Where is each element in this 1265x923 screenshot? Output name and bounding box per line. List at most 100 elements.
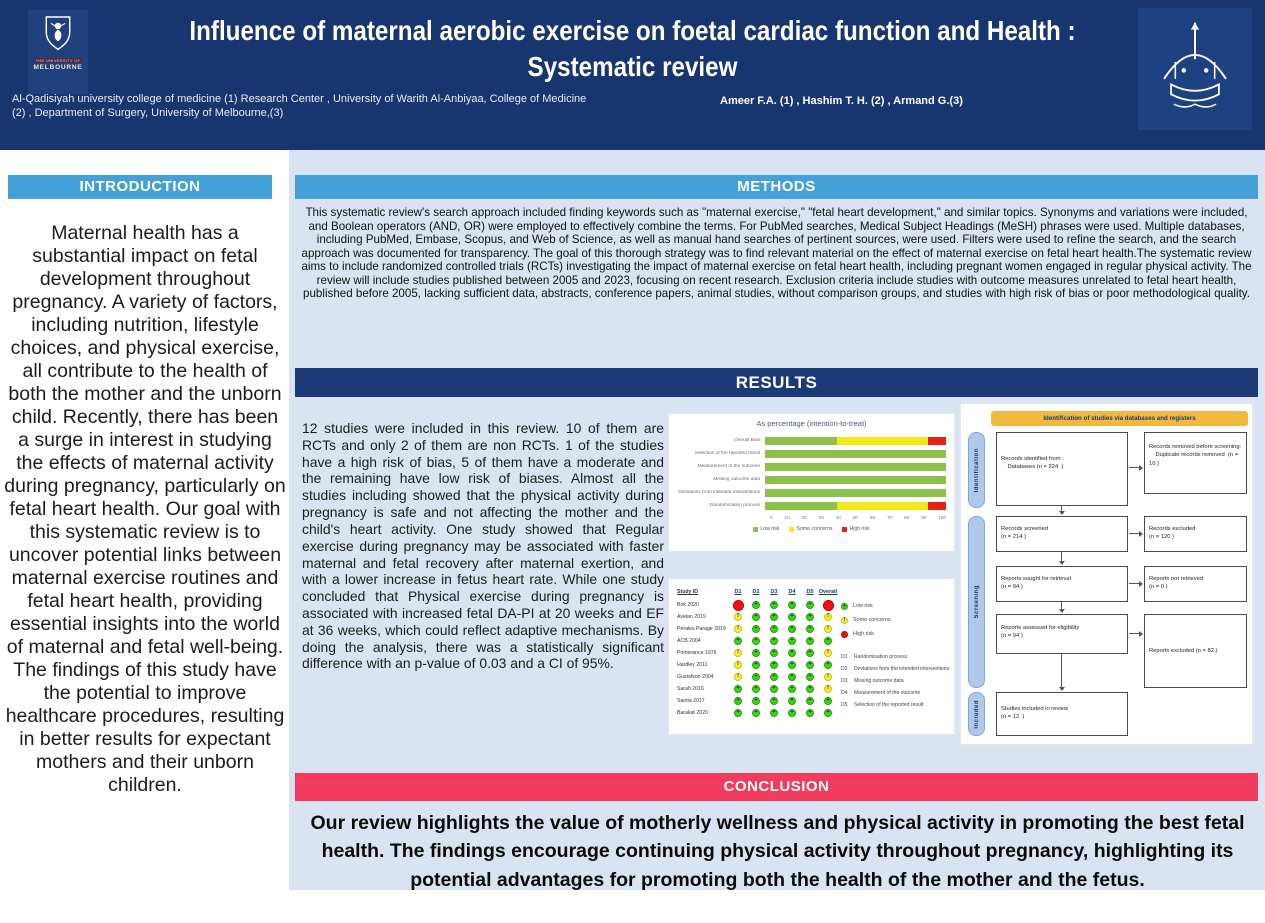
bar-row: Deviations from intended interventions (677, 486, 946, 499)
traffic-study-label: Pomerance 1976 (677, 650, 717, 656)
traffic-study-row: Santia 2017 + + + + + + (677, 695, 946, 707)
traffic-judgement-cell: + (765, 709, 783, 717)
judgement-low-icon: + (770, 601, 778, 609)
traffic-judgement-cell: + (783, 649, 801, 657)
risk-of-bias-bar-chart: As percentage (intention-to-treat) Overa… (668, 413, 955, 552)
traffic-study-label: Sarah 2016 (677, 686, 704, 692)
traffic-legend-label: Some concerns (853, 617, 891, 623)
traffic-judgement-cell: + (783, 613, 801, 621)
judgement-high-icon: - (822, 599, 834, 611)
traffic-judgement-cell: ! (729, 625, 747, 633)
traffic-judgement-cell: + (765, 625, 783, 633)
traffic-judgement-cell: + (747, 685, 765, 693)
bar-track (765, 501, 946, 510)
traffic-judgement-cell: + (747, 649, 765, 657)
domain-key: D2 (841, 666, 848, 672)
bar-chart-legend: Low risk Some concerns High risk (677, 526, 946, 532)
prisma-arrow-right-icon (1129, 630, 1143, 637)
judgement-low-icon: + (806, 661, 814, 669)
traffic-study-label: Avelan 2019 (677, 614, 706, 620)
prisma-box-reports-excluded: Reports excluded (n = 82 ) (1144, 614, 1247, 688)
prisma-stage-identification: Identification (968, 432, 985, 508)
judgement-low-icon: + (734, 637, 742, 645)
domain-label: Measurement of the outcome (854, 690, 921, 696)
bar-segment (765, 462, 946, 471)
judgement-low-icon: + (770, 649, 778, 657)
traffic-study-row: Sarah 2016 + + + + +! (677, 683, 946, 695)
prisma-arrow-right-icon (1129, 530, 1143, 537)
judgement-low-icon: + (806, 625, 814, 633)
traffic-judgement-cell: + (783, 661, 801, 669)
judgement-low-icon: + (806, 649, 814, 657)
judgement-high-icon: - (841, 630, 848, 638)
domain-key: D1 (841, 654, 848, 660)
traffic-header-cell: D3 (770, 589, 778, 595)
bar-category-label: Missing outcome data (713, 477, 760, 482)
affiliations: Al-Qadisiyah university college of medic… (12, 93, 587, 120)
judgement-low-icon: + (752, 661, 760, 669)
traffic-judgement-cell: + (801, 613, 819, 621)
prisma-box-records-excluded: Records excluded (n = 120 ) (1144, 516, 1247, 552)
judgement-some-icon: ! (734, 625, 742, 633)
judgement-low-icon: + (788, 601, 796, 609)
methods-heading: METHODS (295, 175, 1258, 199)
traffic-judgement-cell: - (819, 599, 837, 611)
traffic-study-row: Brik 2020- + + + + - (677, 599, 946, 611)
bar-category-label: Selection of the reported result (694, 451, 760, 456)
judgement-low-icon: + (788, 661, 796, 669)
bar-segment (765, 501, 838, 510)
poster-title: Influence of maternal aerobic exercise o… (129, 13, 1137, 86)
traffic-judgement-cell: + (765, 637, 783, 645)
bar-row: Measurement of the outcome (677, 460, 946, 473)
traffic-judgement-cell: ! (819, 685, 837, 693)
results-text: 12 studies were included in this review.… (302, 420, 664, 672)
traffic-judgement-cell: ! (729, 649, 747, 657)
bar-segment (837, 436, 928, 445)
bar-segment (765, 475, 946, 484)
legend-swatch-icon (753, 526, 759, 532)
prisma-box-reports-not-retrieved: Reports not retrieved (n = 0 ) (1144, 566, 1247, 602)
judgement-low-icon: + (788, 613, 796, 621)
traffic-judgement-cell: ! (819, 625, 837, 633)
axis-tick-label: 30 (818, 515, 824, 520)
traffic-judgement-cell: + (819, 637, 837, 645)
bar-row: Randomization process (677, 499, 946, 512)
traffic-judgement-cell: + (729, 709, 747, 717)
axis-tick-label: 80 (904, 515, 910, 520)
traffic-legend-row: + Low risk (841, 599, 890, 613)
judgement-low-icon: + (806, 697, 814, 705)
judgement-some-icon: ! (734, 673, 742, 681)
domain-label: Deviations from the intended interventio… (854, 666, 950, 672)
prisma-arrow-down-icon (1058, 602, 1065, 613)
traffic-judgement-cell: + (765, 673, 783, 681)
axis-tick-label: 60 (869, 515, 876, 520)
traffic-study-label: Barakat 2020 (677, 710, 708, 716)
traffic-judgement-cell: + (729, 637, 747, 645)
bar-category-label: Measurement of the outcome (697, 464, 760, 469)
stage-label: Screening (973, 585, 980, 619)
bar-chart-rows: Overall Bias Selection of the reported re… (677, 434, 946, 512)
traffic-judgement-cell: ! (729, 613, 747, 621)
traffic-judgement-cell: ! (819, 613, 837, 621)
traffic-judgement-cell: + (801, 649, 819, 657)
bar-track (765, 488, 946, 497)
traffic-legend-row: ! Some concerns (841, 613, 890, 627)
melbourne-logo-caption-line1: THE UNIVERSITY OF (33, 58, 83, 63)
traffic-study-row: ACB 2004 + + + + + + (677, 635, 946, 647)
methods-text: This systematic review's search approach… (301, 206, 1252, 301)
judgement-low-icon: + (788, 685, 796, 693)
traffic-judgement-cell: + (783, 673, 801, 681)
traffic-judgement-cell: + (729, 697, 747, 705)
judgement-low-icon: + (752, 709, 760, 717)
traffic-judgement-cell: + (747, 661, 765, 669)
traffic-judgement-cell: + (801, 709, 819, 717)
axis-tick-label: 10 (784, 515, 790, 520)
stage-label: Identification (973, 447, 980, 493)
bar-segment (927, 436, 946, 445)
traffic-domain-row: D2 Deviations from the intended intervent… (841, 663, 949, 675)
bar-track (765, 475, 946, 484)
bar-row: Overall Bias (677, 434, 946, 447)
bar-track (765, 449, 946, 458)
melbourne-logo-caption-line2: MELBOURNE (33, 64, 83, 71)
